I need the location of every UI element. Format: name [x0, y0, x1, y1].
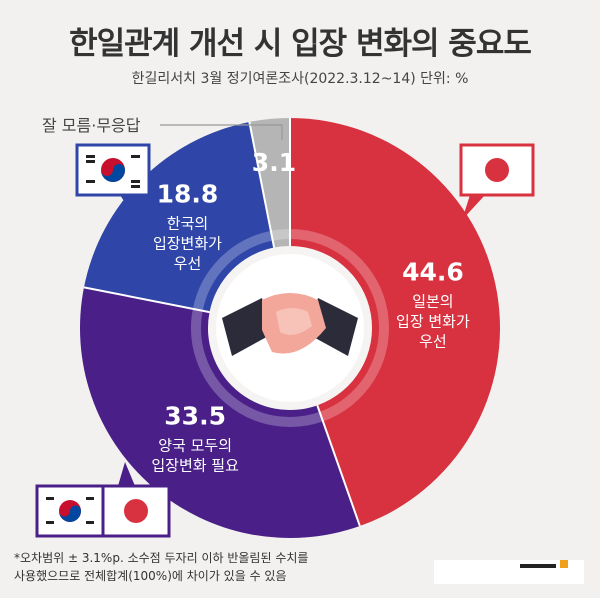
slice-separator	[83, 286, 210, 314]
brand-logo	[434, 560, 584, 584]
value-label-japan: 44.6	[402, 258, 464, 287]
korea-flag-icon	[86, 155, 140, 188]
footnote-line-2: 사용했으므로 전체합계(100%)에 차이가 있을 수 있음	[14, 569, 287, 583]
slice-ring-unknown	[270, 229, 291, 241]
slice-japan	[290, 118, 501, 527]
footnote-line-1: *오차범위 ± 3.1%p. 소수점 두자리 이하 반올림된 수치를	[14, 551, 309, 565]
value-label-both: 33.5	[164, 402, 226, 431]
unknown-leader-line	[160, 124, 283, 140]
slice-ring-both	[191, 308, 323, 427]
category-label-japan-1: 일본의	[412, 293, 453, 311]
slice-ring-japan	[289, 229, 389, 422]
handshake-icon	[208, 246, 372, 410]
slice-both	[79, 287, 360, 538]
category-label-both-1: 양국 모두의	[158, 437, 232, 455]
category-label-korea-2: 입장변화가	[153, 234, 222, 252]
value-label-unknown: 3.1	[252, 148, 296, 177]
slice-ring-korea	[192, 230, 273, 311]
chart-subtitle: 한길리서치 3월 정기여론조사(2022.3.12~14) 단위: %	[131, 71, 469, 87]
unknown-label: 잘 모름·무응답	[42, 116, 141, 135]
japan-flag-callout	[459, 143, 535, 220]
slice-unknown	[249, 118, 290, 248]
category-label-korea-3: 우선	[174, 254, 202, 272]
slice-separator	[316, 404, 361, 527]
japan-flag-icon	[485, 158, 509, 182]
slices-group	[79, 118, 501, 538]
korea-flag-icon	[46, 497, 94, 524]
chart-title: 한일관계 개선 시 입장 변화의 중요도	[69, 26, 532, 62]
japan-flag-icon	[124, 499, 148, 523]
category-label-japan-3: 우선	[419, 333, 447, 351]
category-label-korea-1: 한국의	[167, 214, 208, 232]
korea-flag-callout	[75, 143, 151, 218]
category-label-japan-2: 입장 변화가	[396, 313, 470, 331]
category-label-both-2: 입장변화 필요	[151, 457, 239, 475]
slice-separator	[248, 121, 276, 248]
slice-korea	[83, 121, 275, 313]
footnote: *오차범위 ± 3.1%p. 소수점 두자리 이하 반올림된 수치를 사용했으므…	[14, 549, 308, 585]
value-label-korea: 18.8	[157, 179, 219, 208]
both-flags-callout	[35, 462, 171, 538]
